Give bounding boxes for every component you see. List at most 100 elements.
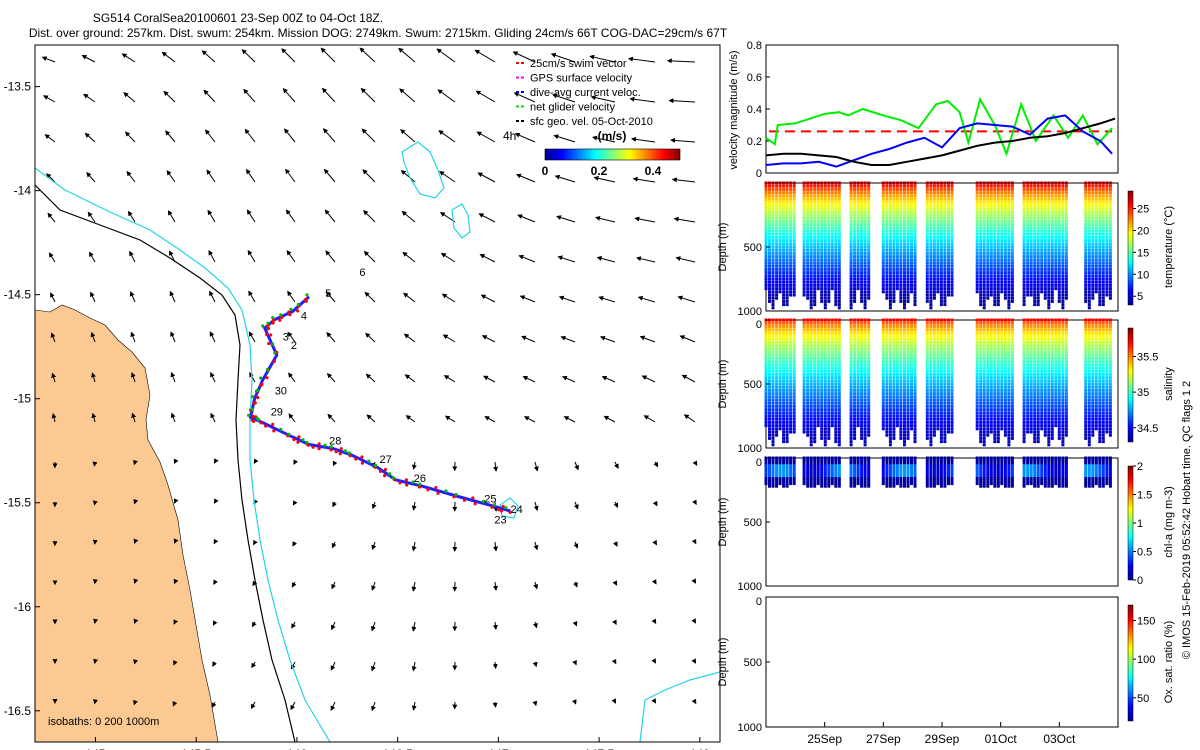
current-vector-arrow — [371, 501, 377, 510]
section-data-point — [1091, 181, 1095, 185]
section-data-point — [913, 433, 917, 437]
current-vector-arrow — [206, 169, 216, 183]
section-data-point — [823, 197, 827, 201]
section-data-point — [867, 392, 871, 396]
section-data-point — [782, 213, 786, 217]
section-data-point — [1022, 261, 1026, 265]
section-data-point — [975, 287, 979, 291]
section-data-point — [881, 388, 885, 392]
section-data-point — [853, 239, 857, 243]
section-data-point — [1108, 280, 1112, 284]
current-vector-arrow — [44, 134, 56, 143]
section-data-point — [849, 379, 853, 383]
current-vector-arrow — [252, 621, 257, 628]
section-data-point — [764, 340, 768, 344]
section-data-point — [853, 181, 857, 185]
section-data-point — [939, 388, 943, 392]
section-data-point — [1043, 287, 1047, 291]
section-data-point — [1000, 242, 1004, 246]
current-vector-arrow — [244, 128, 256, 143]
section-data-point — [943, 194, 947, 198]
section-data-point — [1057, 251, 1061, 255]
section-data-point — [975, 203, 979, 207]
section-data-point — [768, 392, 771, 396]
section-data-point — [888, 440, 892, 444]
section-data-point — [932, 200, 936, 204]
section-data-point — [768, 277, 771, 281]
section-data-point — [989, 194, 993, 198]
section-data-point — [1108, 181, 1112, 185]
section-data-point — [1101, 271, 1105, 275]
section-data-point — [830, 200, 834, 204]
current-vector-arrow — [533, 541, 539, 551]
section-data-point — [785, 229, 789, 233]
section-data-point — [993, 213, 997, 217]
section-data-point — [906, 340, 910, 344]
section-data-point — [768, 261, 771, 265]
section-data-point — [939, 427, 943, 431]
current-vector-arrow — [50, 332, 56, 343]
section-data-point — [856, 280, 860, 284]
section-data-point — [802, 191, 806, 195]
section-data-point — [775, 424, 779, 428]
section-data-point — [867, 334, 871, 338]
section-data-point — [809, 340, 813, 344]
section-data-point — [888, 340, 892, 344]
section-data-point — [834, 404, 838, 408]
section-data-point — [1003, 290, 1007, 294]
section-data-point — [993, 223, 997, 227]
section-data-point — [820, 293, 824, 297]
section-data-point — [975, 255, 979, 259]
section-data-point — [989, 293, 993, 297]
section-data-point — [903, 436, 906, 440]
section-data-point — [913, 303, 917, 307]
section-data-point — [913, 274, 917, 278]
section-data-point — [856, 264, 860, 268]
current-vector-arrow — [332, 501, 337, 508]
section-data-point — [856, 398, 860, 402]
section-data-point — [1040, 229, 1044, 233]
section-data-point — [1057, 296, 1061, 300]
section-data-point — [892, 404, 896, 408]
current-vector-arrow — [173, 660, 178, 666]
section-data-point — [888, 408, 892, 412]
section-data-point — [863, 369, 867, 373]
section-data-point — [860, 417, 864, 421]
section-colorbar — [1127, 190, 1134, 306]
section-data-point — [853, 203, 857, 207]
section-data-point — [867, 200, 871, 204]
section-data-point — [881, 194, 885, 198]
section-data-point — [820, 261, 824, 265]
section-data-point — [1043, 197, 1047, 201]
section-data-point — [885, 239, 889, 243]
section-data-point — [910, 324, 913, 328]
track-marker — [343, 449, 347, 453]
section-data-point — [936, 242, 940, 246]
section-data-point — [834, 395, 838, 399]
section-data-point — [775, 366, 779, 370]
section-data-point — [775, 360, 779, 364]
section-data-point — [782, 424, 786, 428]
section-data-point — [986, 200, 990, 204]
section-data-point — [834, 420, 838, 424]
section-data-point — [986, 235, 990, 239]
section-data-point — [932, 261, 936, 265]
section-data-point — [947, 395, 950, 399]
section-data-point — [913, 337, 917, 341]
section-data-point — [932, 223, 936, 227]
section-data-point — [806, 366, 810, 370]
section-data-point — [910, 350, 913, 354]
velocity-y-tick-label: 0 — [756, 168, 762, 180]
current-vector-arrow — [439, 171, 456, 183]
section-data-point — [939, 223, 943, 227]
section-data-point — [1036, 235, 1040, 239]
section-data-point — [993, 187, 997, 191]
track-marker — [311, 445, 315, 449]
section-data-point — [834, 353, 838, 357]
section-data-point — [816, 274, 820, 278]
section-data-point — [768, 376, 771, 380]
section-data-point — [1022, 219, 1026, 223]
section-data-point — [1036, 280, 1040, 284]
track-marker — [269, 333, 273, 337]
section-data-point — [778, 245, 782, 249]
